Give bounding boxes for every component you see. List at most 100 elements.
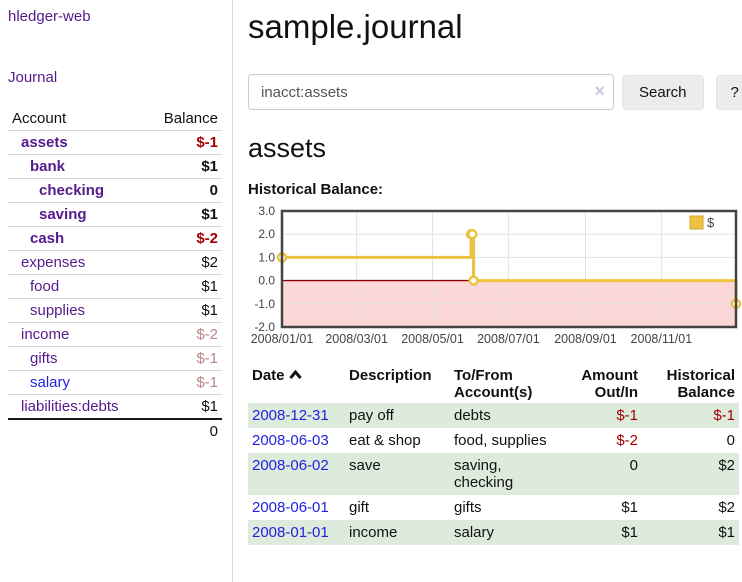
accounts-header-row: Account Balance	[8, 107, 222, 131]
search-form: × Search ?	[248, 74, 742, 110]
account-name-cell: saving	[8, 202, 147, 227]
accounts-total-value: 0	[146, 418, 222, 443]
account-row: checking 0	[8, 178, 222, 203]
account-row: assets $-1	[8, 130, 222, 155]
transaction-row: 2008-06-01 gift gifts $1 $2	[248, 495, 739, 520]
transaction-balance: $2	[718, 499, 735, 516]
search-button[interactable]: Search	[622, 74, 704, 110]
transaction-description: eat & shop	[349, 432, 421, 449]
transaction-date-link[interactable]: 2008-12-31	[252, 407, 329, 424]
transaction-accounts: saving, checking	[454, 457, 514, 491]
transaction-date-link[interactable]: 2008-06-01	[252, 499, 329, 516]
clear-search-icon[interactable]: ×	[594, 81, 605, 101]
account-row: saving $1	[8, 202, 222, 227]
account-link[interactable]: liabilities:debts	[21, 398, 119, 415]
account-link[interactable]: bank	[30, 158, 66, 175]
register-column-header: Historical Balance	[666, 367, 735, 401]
transaction-accounts: salary	[454, 524, 495, 541]
transaction-balance: $1	[718, 524, 735, 541]
sort-ascending-icon	[288, 370, 302, 379]
account-link[interactable]: income	[21, 326, 70, 343]
account-name-cell: gifts	[8, 346, 147, 371]
account-name-cell: supplies	[8, 298, 147, 323]
transaction-balance: $2	[718, 457, 735, 474]
x-tick-label: 2008/07/01	[477, 332, 540, 346]
plot-border	[280, 209, 738, 329]
account-link[interactable]: assets	[21, 134, 68, 151]
account-name-cell: assets	[8, 130, 147, 155]
transaction-accounts: food, supplies	[454, 432, 547, 449]
account-name-cell: salary	[8, 370, 147, 395]
transaction-description: income	[349, 524, 398, 541]
account-link[interactable]: saving	[39, 206, 87, 223]
account-name-cell: bank	[8, 154, 147, 179]
account-balance: $1	[146, 298, 222, 323]
register-column-header[interactable]: Date	[248, 365, 345, 403]
transaction-date-link[interactable]: 2008-01-01	[252, 524, 329, 541]
legend-label: $	[707, 215, 715, 230]
account-link[interactable]: cash	[30, 230, 65, 247]
account-row: food $1	[8, 274, 222, 299]
account-link[interactable]: expenses	[21, 254, 86, 271]
transaction-balance: 0	[726, 432, 735, 449]
accounts-header-account: Account	[12, 110, 67, 127]
help-button[interactable]: ?	[715, 74, 742, 110]
transaction-amount: $1	[621, 524, 638, 541]
account-balance: $1	[146, 274, 222, 299]
account-balance: $2	[146, 250, 222, 275]
account-row: expenses $2	[8, 250, 222, 275]
transaction-description: pay off	[349, 407, 394, 424]
account-balance: $-2	[146, 226, 222, 251]
account-link[interactable]: food	[30, 278, 60, 295]
register-column-header: Amount Out/In	[581, 367, 638, 401]
main-content: sample.journal × Search ? assets Histori…	[233, 0, 742, 582]
account-name-cell: cash	[8, 226, 147, 251]
account-link[interactable]: checking	[39, 182, 105, 199]
app-title-link[interactable]: hledger-web	[8, 8, 91, 25]
account-link[interactable]: salary	[30, 374, 71, 391]
y-tick-label: -1.0	[254, 297, 275, 311]
transaction-accounts: gifts	[454, 499, 482, 516]
transaction-date-link[interactable]: 2008-06-02	[252, 457, 329, 474]
accounts-header-balance: Balance	[163, 110, 218, 127]
register-column-header: To/From Account(s)	[454, 367, 533, 401]
account-balance: $1	[146, 394, 222, 419]
transaction-amount: $1	[621, 499, 638, 516]
y-tick-label: 3.0	[258, 204, 275, 218]
sidebar-item-journal[interactable]: Journal	[8, 69, 58, 86]
account-row: bank $1	[8, 154, 222, 179]
account-balance: $-2	[146, 322, 222, 347]
register-table: Date Description To/From Account(s) Amount Ou…	[248, 365, 739, 545]
transaction-description: gift	[349, 499, 370, 516]
transaction-row: 2008-06-03 eat & shop food, supplies $-2 0	[248, 428, 739, 453]
account-balance: $-1	[146, 130, 222, 155]
search-input[interactable]	[248, 74, 614, 110]
account-row: gifts $-1	[8, 346, 222, 371]
transaction-amount: $-1	[616, 407, 638, 424]
sidebar: hledger-web Journal Account Balance asse…	[0, 0, 233, 582]
register-column-header: Description	[349, 367, 432, 384]
legend-swatch	[689, 215, 704, 230]
sidebar-nav: Journal	[8, 69, 222, 86]
account-name-cell: checking	[8, 178, 147, 203]
data-point-marker	[468, 275, 479, 286]
account-balance: 0	[146, 178, 222, 203]
y-tick-label: 2.0	[258, 227, 275, 241]
account-row: liabilities:debts $1	[8, 394, 222, 419]
account-row: cash $-2	[8, 226, 222, 251]
y-tick-label: 1.0	[258, 250, 275, 264]
account-balance: $1	[146, 202, 222, 227]
account-name-cell: expenses	[8, 250, 147, 275]
x-tick-label: 2008/05/01	[401, 332, 464, 346]
chart-title: Historical Balance:	[248, 181, 384, 198]
account-link[interactable]: supplies	[30, 302, 86, 319]
account-heading: assets	[248, 133, 327, 163]
transaction-date-link[interactable]: 2008-06-03	[252, 432, 329, 449]
account-link[interactable]: gifts	[30, 350, 58, 367]
account-name-cell: liabilities:debts	[8, 394, 147, 419]
transaction-balance: $-1	[713, 407, 735, 424]
transaction-description: save	[349, 457, 381, 474]
x-tick-label: 2008/01/01	[251, 332, 314, 346]
